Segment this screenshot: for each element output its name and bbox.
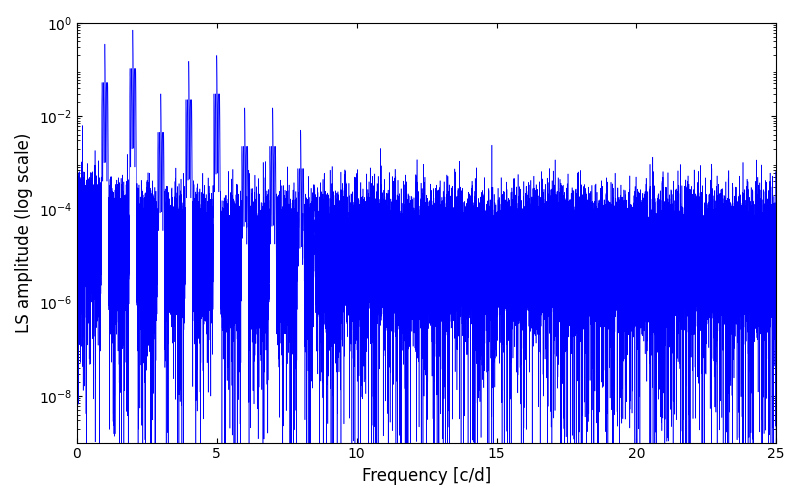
Y-axis label: LS amplitude (log scale): LS amplitude (log scale) [15,132,33,333]
X-axis label: Frequency [c/d]: Frequency [c/d] [362,467,491,485]
